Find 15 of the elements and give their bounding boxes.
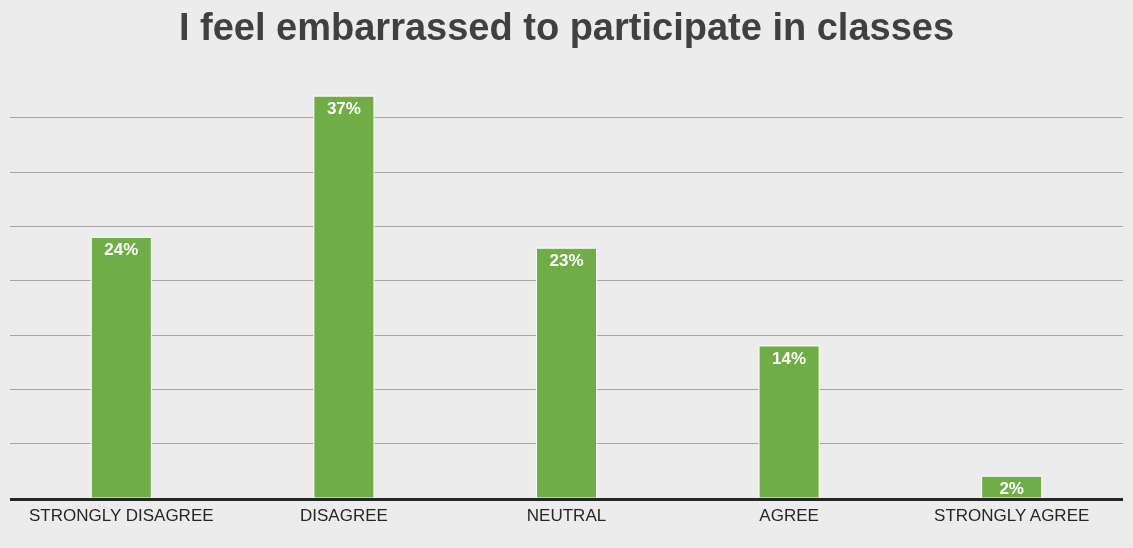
data-label: 24% xyxy=(104,240,139,260)
x-tick-label: AGREE xyxy=(759,506,819,526)
bar xyxy=(758,345,820,498)
x-tick-label: STRONGLY AGREE xyxy=(934,506,1090,526)
bar xyxy=(535,247,598,498)
bar xyxy=(313,95,375,498)
x-tick-label: STRONGLY DISAGREE xyxy=(29,506,214,526)
data-label: 14% xyxy=(772,348,807,368)
data-label: 23% xyxy=(549,251,584,271)
bar xyxy=(90,236,152,498)
data-label: 37% xyxy=(326,99,361,119)
data-label: 2% xyxy=(999,479,1024,499)
x-tick-label: DISAGREE xyxy=(299,506,388,526)
chart-title: I feel embarrassed to participate in classes xyxy=(178,6,955,49)
x-tick-label: NEUTRAL xyxy=(526,506,607,526)
